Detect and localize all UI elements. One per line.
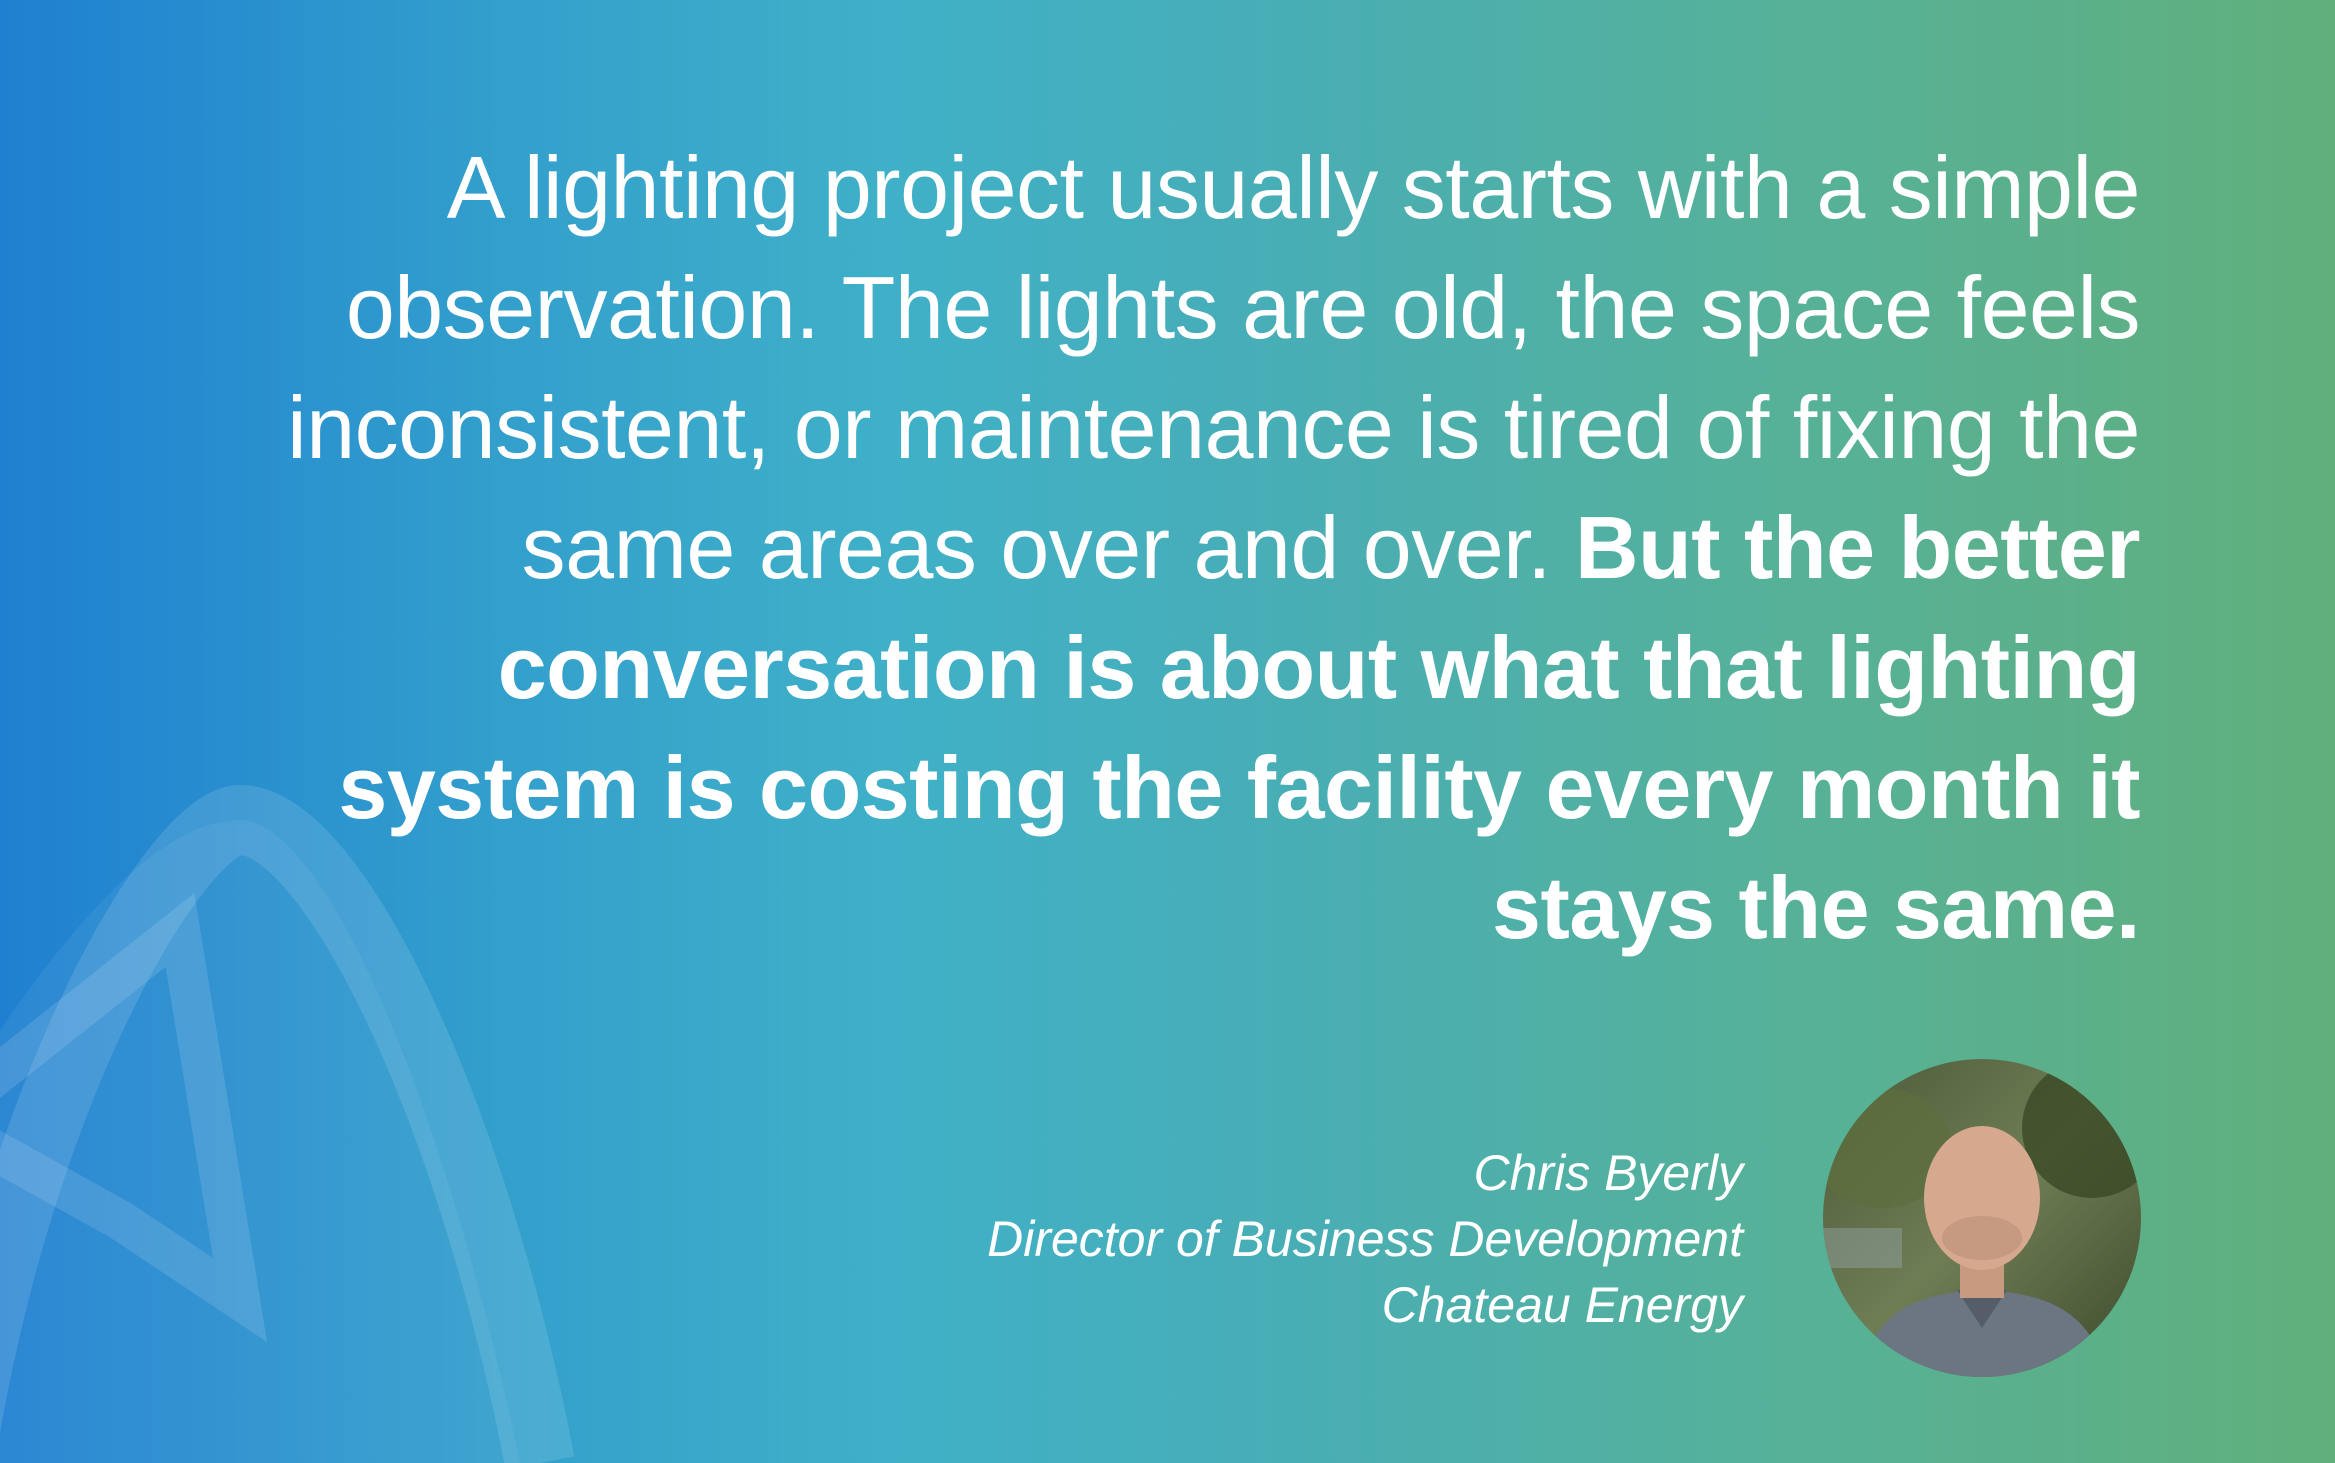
attribution: Chris Byerly Director of Business Develo… bbox=[987, 1140, 1743, 1338]
person-name: Chris Byerly bbox=[1473, 1145, 1743, 1201]
quote-emphasis: But the better conversation is about wha… bbox=[338, 498, 2140, 957]
quote-text: A lighting project usually starts with a… bbox=[260, 128, 2140, 968]
company: Chateau Energy bbox=[1381, 1277, 1743, 1333]
person-title: Director of Business Development bbox=[987, 1211, 1743, 1267]
quote-regular: A lighting project usually starts with a… bbox=[287, 138, 2140, 597]
profile-photo bbox=[1823, 1059, 2141, 1377]
